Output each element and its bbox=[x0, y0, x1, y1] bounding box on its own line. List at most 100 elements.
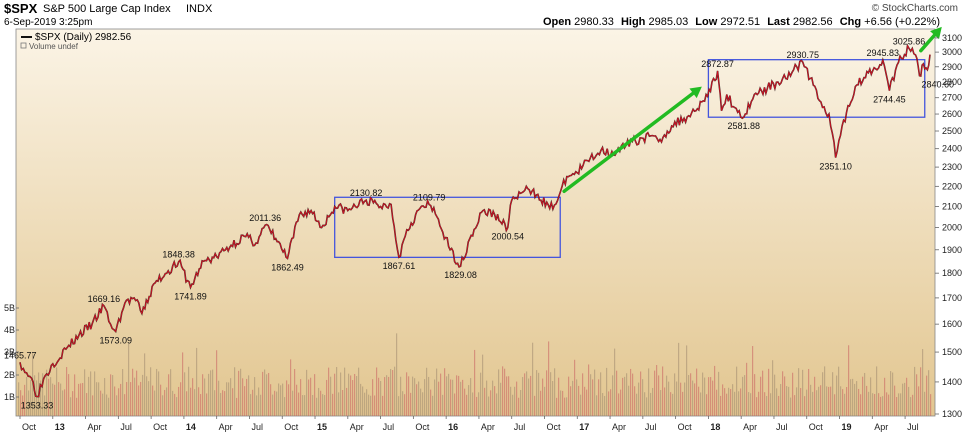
price-annotation: 2840.60 bbox=[922, 80, 955, 90]
volume-bar bbox=[266, 374, 268, 416]
price-annotation: 2130.82 bbox=[350, 188, 383, 198]
volume-bar bbox=[246, 378, 248, 416]
volume-bar bbox=[560, 390, 562, 416]
price-annotation: 2930.75 bbox=[787, 50, 820, 60]
y-tick-label: 1600 bbox=[942, 319, 962, 329]
volume-bar bbox=[522, 377, 524, 416]
y-tick-label: 1900 bbox=[942, 245, 962, 255]
volume-bar bbox=[356, 376, 358, 416]
volume-bar bbox=[326, 379, 328, 416]
volume-bar bbox=[476, 396, 478, 416]
volume-bar bbox=[816, 390, 818, 416]
y-tick-label: 2000 bbox=[942, 223, 962, 233]
volume-bar bbox=[862, 376, 864, 416]
volume-bar bbox=[624, 376, 626, 416]
volume-bar bbox=[294, 369, 296, 416]
volume-bar bbox=[84, 369, 86, 416]
volume-bar bbox=[194, 389, 196, 416]
volume-bar bbox=[420, 388, 422, 416]
volume-bar bbox=[56, 367, 58, 416]
volume-bar bbox=[670, 392, 672, 416]
volume-bar bbox=[724, 388, 726, 416]
volume-bar bbox=[548, 341, 550, 416]
volume-bar bbox=[734, 391, 736, 416]
volume-bar bbox=[542, 378, 544, 416]
volume-bar bbox=[482, 354, 484, 416]
volume-bar bbox=[450, 379, 452, 416]
volume-bar bbox=[124, 394, 126, 416]
y-tick-label: 1700 bbox=[942, 293, 962, 303]
volume-bar bbox=[98, 382, 100, 416]
volume-tick-label: 3B bbox=[4, 347, 15, 357]
volume-bar bbox=[852, 378, 854, 416]
volume-bar bbox=[242, 378, 244, 416]
volume-bar bbox=[580, 394, 582, 416]
volume-bar bbox=[444, 368, 446, 416]
volume-bar bbox=[264, 369, 266, 416]
volume-bar bbox=[408, 376, 410, 416]
volume-bar bbox=[58, 382, 60, 416]
volume-bar bbox=[390, 368, 392, 416]
x-tick-label: 13 bbox=[55, 422, 65, 432]
volume-bar bbox=[916, 374, 918, 416]
volume-bar bbox=[514, 386, 516, 416]
y-tick-label: 3000 bbox=[942, 47, 962, 57]
volume-bar bbox=[314, 374, 316, 416]
volume-bar bbox=[62, 390, 64, 416]
copyright[interactable]: © StockCharts.com bbox=[872, 3, 958, 14]
volume-bar bbox=[334, 373, 336, 416]
volume-bar bbox=[196, 347, 198, 416]
volume-bar bbox=[704, 377, 706, 416]
volume-bar bbox=[718, 371, 720, 416]
volume-bar bbox=[672, 393, 674, 416]
volume-bar bbox=[500, 382, 502, 416]
volume-bar bbox=[54, 384, 56, 416]
volume-bar bbox=[210, 370, 212, 416]
volume-bar bbox=[384, 377, 386, 416]
volume-bar bbox=[348, 373, 350, 416]
volume-bar bbox=[474, 349, 476, 416]
trend-arrow-head bbox=[689, 86, 702, 99]
volume-bar bbox=[686, 345, 688, 416]
volume-bar bbox=[700, 392, 702, 416]
volume-bar bbox=[284, 397, 286, 416]
volume-bar bbox=[416, 384, 418, 416]
volume-bar bbox=[564, 397, 566, 416]
volume-bar bbox=[72, 391, 74, 416]
volume-bar bbox=[586, 389, 588, 416]
volume-bar bbox=[484, 387, 486, 416]
volume-bar bbox=[274, 390, 276, 416]
volume-bar bbox=[312, 394, 314, 416]
volume-bar bbox=[532, 342, 534, 416]
volume-bar bbox=[894, 385, 896, 416]
volume-bar bbox=[728, 387, 730, 416]
volume-bar bbox=[910, 397, 912, 416]
low-label: Low bbox=[695, 16, 717, 28]
volume-bar bbox=[644, 392, 646, 416]
volume-bar bbox=[160, 384, 162, 416]
volume-bar bbox=[130, 382, 132, 416]
volume-bar bbox=[212, 369, 214, 416]
volume-bar bbox=[810, 384, 812, 416]
volume-bar bbox=[762, 370, 764, 416]
trend-arrows bbox=[562, 26, 942, 194]
volume-bar bbox=[908, 386, 910, 416]
volume-bar bbox=[346, 387, 348, 416]
volume-bar bbox=[332, 393, 334, 416]
volume-bar bbox=[498, 369, 500, 416]
volume-bar bbox=[68, 374, 70, 416]
volume-bar bbox=[146, 376, 148, 416]
volume-bar bbox=[794, 395, 796, 416]
volume-bar bbox=[694, 383, 696, 416]
last-value: 2982.56 bbox=[793, 16, 833, 28]
x-tick-label: Oct bbox=[153, 422, 168, 432]
volume-bar bbox=[608, 391, 610, 416]
volume-bar bbox=[276, 391, 278, 416]
volume-bar bbox=[342, 390, 344, 416]
x-tick-label: 16 bbox=[448, 422, 458, 432]
volume-bar bbox=[366, 389, 368, 416]
volume-bar bbox=[650, 392, 652, 416]
x-tick-label: Jul bbox=[645, 422, 657, 432]
volume-bar bbox=[226, 382, 228, 416]
